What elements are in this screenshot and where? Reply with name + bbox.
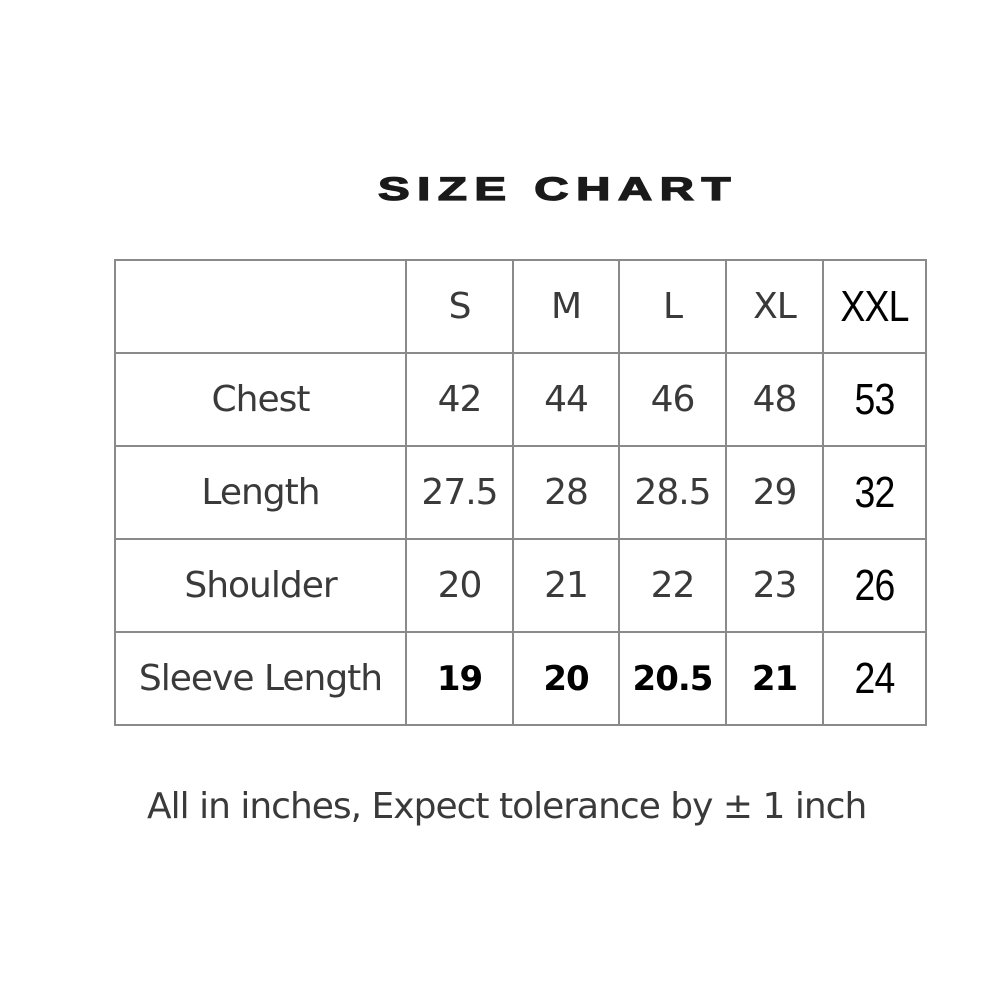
measurement-cell: 20 xyxy=(512,631,620,726)
size-header: XL xyxy=(725,259,824,354)
measurement-cell: 22 xyxy=(618,538,727,633)
table-row: Sleeve Length 19 20 20.5 21 24 xyxy=(114,631,926,726)
measurement-cell: 21 xyxy=(725,631,824,726)
measurement-cell: 44 xyxy=(512,352,620,447)
table-row: Length 27.5 28 28.5 29 32 xyxy=(114,445,926,540)
measurement-cell: 21 xyxy=(512,538,620,633)
measurement-cell: 46 xyxy=(618,352,727,447)
measurement-cell: 26 xyxy=(829,538,920,633)
row-label: Shoulder xyxy=(114,538,407,633)
row-label: Chest xyxy=(114,352,407,447)
row-label: Sleeve Length xyxy=(114,631,407,726)
measurement-cell: 48 xyxy=(725,352,824,447)
size-header: L xyxy=(618,259,727,354)
measurement-cell: 19 xyxy=(405,631,514,726)
table-row: Chest 42 44 46 48 53 xyxy=(114,352,926,447)
size-header: M xyxy=(512,259,620,354)
size-header: XXL xyxy=(829,259,920,354)
measurement-cell: 29 xyxy=(725,445,824,540)
page-title: SIZE CHART xyxy=(377,171,738,208)
measurement-cell: 53 xyxy=(829,352,920,447)
measurement-cell: 24 xyxy=(829,631,920,726)
measurement-cell: 27.5 xyxy=(405,445,514,540)
tolerance-note: All in inches, Expect tolerance by ± 1 i… xyxy=(147,786,867,827)
measurement-cell: 32 xyxy=(829,445,920,540)
corner-cell xyxy=(114,259,407,354)
table-row: Shoulder 20 21 22 23 26 xyxy=(114,538,926,633)
size-header: S xyxy=(405,259,514,354)
measurement-cell: 23 xyxy=(725,538,824,633)
measurement-cell: 20.5 xyxy=(618,631,727,726)
measurement-cell: 42 xyxy=(405,352,514,447)
header-row: S M L XL XXL xyxy=(114,259,926,354)
measurement-cell: 20 xyxy=(405,538,514,633)
size-chart-table: S M L XL XXL Chest 42 44 46 48 53 Length 27.5 28 28.5 2… xyxy=(114,259,927,726)
row-label: Length xyxy=(114,445,407,540)
measurement-cell: 28.5 xyxy=(618,445,727,540)
measurement-cell: 28 xyxy=(512,445,620,540)
